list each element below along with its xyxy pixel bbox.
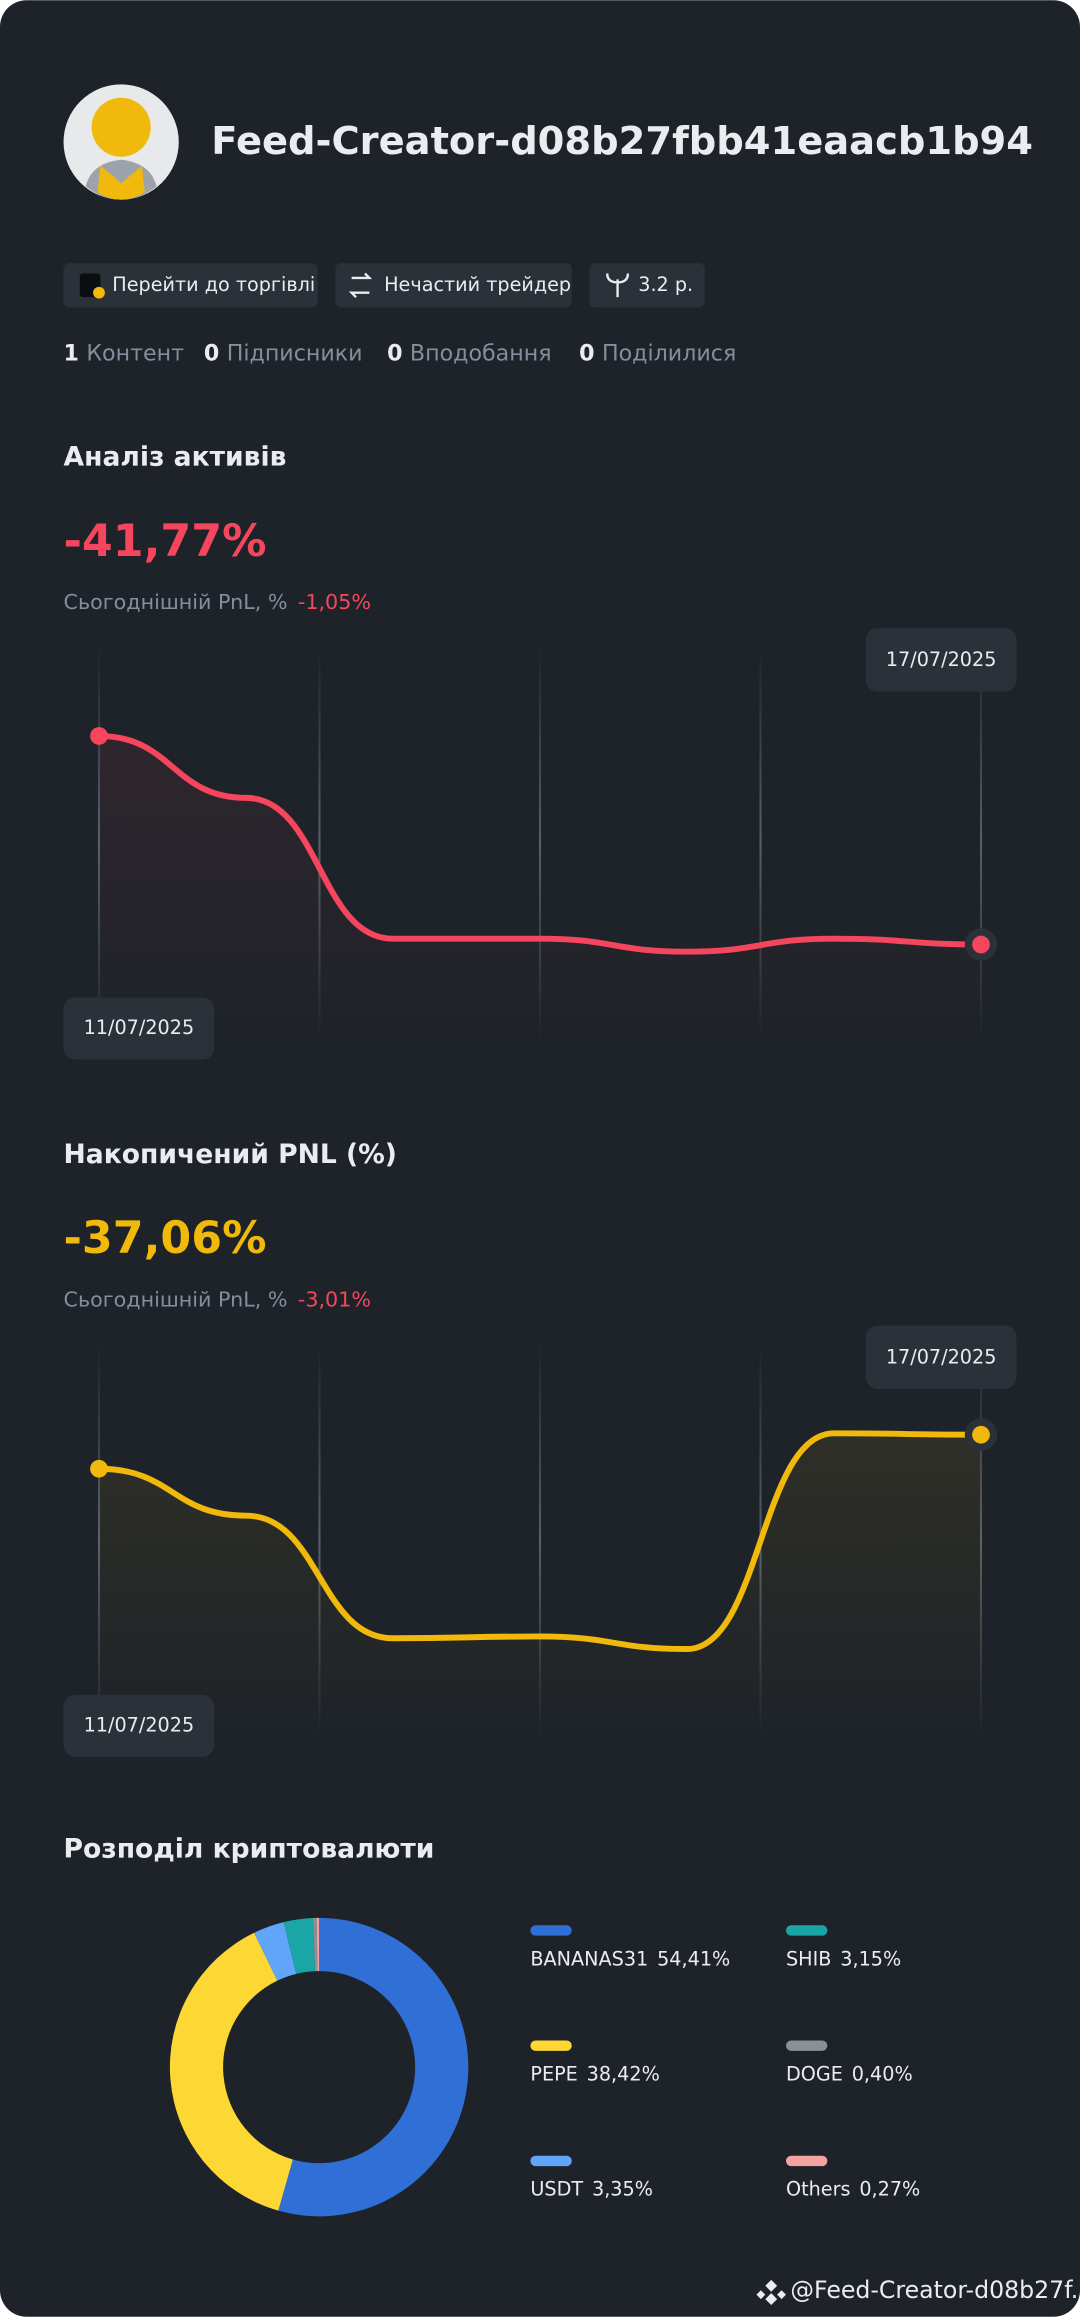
headline: -41,77% [64,516,267,567]
legend-name: PEPE [530,2062,577,2085]
legend-swatch [785,2040,828,2051]
legend-name: USDT [530,2177,583,2200]
stat-label: Вподобання [410,340,552,366]
legend-entry: SHIB 3,15% [786,1947,901,1970]
legend-value: 3,35% [592,2177,653,2200]
badge [335,263,572,308]
legend-value: 0,27% [859,2177,920,2200]
date-label: 17/07/2025 [886,648,997,671]
grid-line [538,1341,542,1740]
stat-count: 1 [64,340,79,366]
badges[interactable]: Перейти до торгівлі Нечастий трейдер 3.2… [63,263,705,308]
stat-label: Поділилися [602,340,736,366]
legend-value: 0,40% [852,2062,913,2085]
legend-entry: DOGE 0,40% [786,2062,913,2085]
grid-line [538,644,542,1042]
badge-label: 3.2 р. [638,273,693,296]
legend-swatch [785,1925,828,1936]
date-label: 11/07/2025 [84,1713,195,1736]
donut-slice [283,1918,316,1974]
area-fill [98,735,982,1042]
badge-label: Нечастий трейдер [384,273,571,296]
donut-slice [278,1917,469,2217]
charts: Аналіз активів -41,77% Сьогоднішній PnL, %… [63,442,1017,2217]
subtitle-label: Сьогоднішній PnL, % [64,1287,288,1311]
stat-label: Підписники [227,340,363,366]
tooltip [865,628,1017,692]
legend-name: DOGE [786,2062,843,2085]
username: Feed-Creator-d08b27fbb41eaacb1b94 [211,119,1033,164]
line [96,1430,984,1652]
headline: -37,06% [64,1213,267,1264]
badge-label[interactable]: Перейти до торгівлі [112,273,315,296]
today-change: -1,05% [298,590,371,614]
grid-line [318,1341,321,1740]
legend-swatch [530,2040,572,2051]
donut-slice [169,1932,293,2211]
today-change: -3,01% [298,1287,371,1311]
stat: 0 Поділилися [579,340,736,366]
legend-entry: PEPE 38,42% [530,2062,659,2085]
legend-name: SHIB [786,1947,831,1970]
legend-swatch [785,2155,828,2167]
stat: 0 Вподобання [387,340,551,366]
subtitle: Сьогоднішній PnL, % -1,05% [64,590,371,614]
donut-slice [312,1917,318,1972]
legend-swatch [530,2155,572,2167]
point [972,935,990,954]
area-fill [98,1433,982,1740]
legend-swatch [530,1925,572,1936]
stat: 1 Контент [64,340,185,366]
footer: @Feed-Creator-d08b27f... [756,2276,1080,2305]
section-title: Розподіл криптовалюти [64,1833,435,1864]
date-label: 17/07/2025 [886,1345,997,1368]
legend-value: 54,41% [657,1947,730,1970]
point [972,1425,990,1444]
watermark: @Feed-Creator-d08b27f... [790,2276,1080,2304]
stat: 0 Підписники [204,340,363,366]
legend-value: 3,15% [840,1947,901,1970]
tooltip [63,997,215,1060]
donut-slice [316,1917,320,1972]
subtitle: Сьогоднішній PnL, % -3,01% [64,1287,371,1311]
legend-entry: BANANAS31 54,41% [530,1947,730,1970]
stat-count: 0 [204,340,219,366]
grid-line [759,644,762,1042]
legend-entry: Others 0,27% [786,2177,920,2200]
stats: 1 Контент 0 Підписники 0 Вподобання 0 Поділилис… [64,340,737,366]
section-title: Аналіз активів [64,442,287,473]
point [90,727,108,745]
avatar [63,84,179,200]
tooltip [865,1325,1017,1389]
stat-count: 0 [387,340,402,366]
stat-label: Контент [86,340,184,366]
legend-value: 38,42% [587,2062,660,2085]
line [96,733,984,955]
legend-name: Others [786,2177,850,2200]
badge[interactable] [63,263,318,308]
legend-entry: USDT 3,35% [530,2177,653,2200]
tooltip [63,1694,215,1757]
grid-line [979,644,983,1042]
donut-slice [254,1922,297,1981]
section-title: Накопичений PNL (%) [64,1139,397,1170]
grid-line [318,644,321,1042]
stat-count: 0 [579,340,594,366]
legend-name: BANANAS31 [530,1947,648,1970]
point [90,1459,108,1478]
subtitle-label: Сьогоднішній PnL, % [64,590,288,614]
date-label: 11/07/2025 [84,1016,195,1039]
